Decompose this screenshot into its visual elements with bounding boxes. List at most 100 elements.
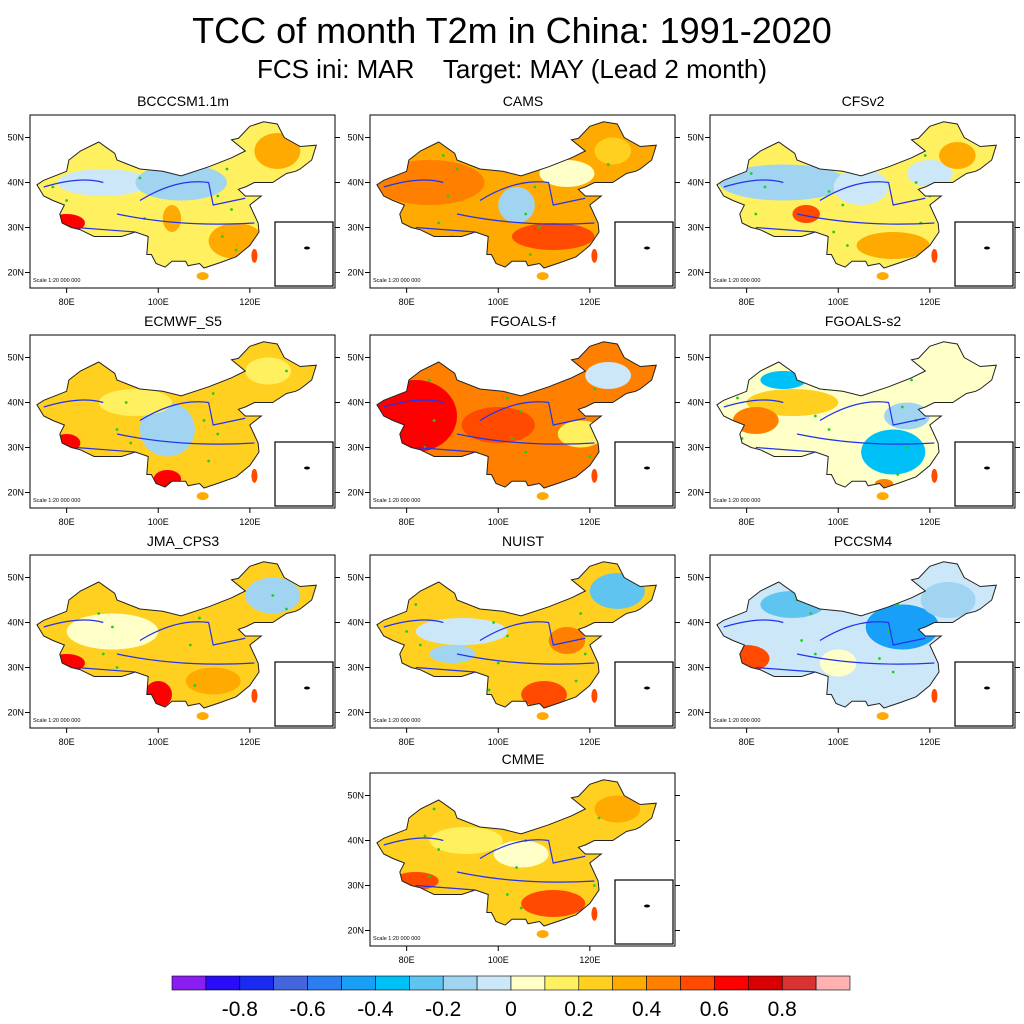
x-tick-label: 120E <box>919 737 940 747</box>
colorbar-box <box>646 975 681 991</box>
field-region <box>511 223 595 250</box>
y-tick-label: 50N <box>347 133 364 143</box>
south-china-sea-inset <box>614 221 674 287</box>
x-tick-label: 100E <box>488 297 509 307</box>
colorbar-label: -0.4 <box>357 998 394 1021</box>
south-china-sea-inset <box>614 879 674 945</box>
field-region <box>185 667 241 695</box>
significance-dot <box>115 428 119 431</box>
y-tick-label: 30N <box>347 443 364 453</box>
field-region <box>594 795 641 823</box>
x-tick-label: 120E <box>579 737 600 747</box>
map-panel: BCCCSM1.1m Scale 1:20 000 000 80E 100E 120E 5… <box>7 93 340 315</box>
panel-title: PCCSM4 <box>833 533 893 549</box>
field-region <box>429 645 476 663</box>
x-tick-label: 100E <box>488 955 509 965</box>
map-panel: FGOALS-f Scale 1:20 000 000 80E 100E 120E 50N… <box>347 313 680 535</box>
colorbar-box <box>409 975 444 991</box>
colorbar-box <box>680 975 715 991</box>
taiwan <box>251 248 258 263</box>
significance-dot <box>827 428 831 431</box>
significance-dot <box>225 167 229 171</box>
significance-dot <box>588 455 592 458</box>
colorbar-label: -0.2 <box>425 998 461 1021</box>
china-border <box>36 341 317 489</box>
china-border <box>376 779 657 927</box>
south-china-sea-inset <box>954 661 1014 727</box>
river-lines <box>43 619 255 673</box>
river-lines <box>383 399 595 453</box>
significance-dot <box>524 450 528 454</box>
y-tick-label: 40N <box>687 178 704 188</box>
scale-label: Scale 1:20 000 000 <box>713 278 760 284</box>
significance-dot <box>910 378 913 382</box>
y-tick-label: 30N <box>687 223 704 233</box>
significance-dot <box>800 639 803 642</box>
south-china-sea-inset <box>614 661 674 727</box>
significance-dot <box>533 185 537 189</box>
y-tick-label: 40N <box>347 398 364 408</box>
field-region <box>57 169 150 196</box>
x-tick-label: 80E <box>59 737 75 747</box>
south-china-sea-inset <box>274 441 334 507</box>
significance-dot <box>905 446 909 449</box>
significance-dot <box>754 212 758 216</box>
x-tick-label: 120E <box>239 517 260 527</box>
china-border <box>36 121 317 269</box>
colorbar-box <box>510 975 546 991</box>
x-tick-label: 120E <box>919 297 940 307</box>
field-region <box>920 582 976 618</box>
significance-dot <box>65 199 69 202</box>
colorbar-box <box>815 975 851 991</box>
colorbar-label: 0.8 <box>768 998 797 1021</box>
field-region <box>461 407 535 443</box>
y-tick-label: 50N <box>7 353 24 363</box>
river-lines <box>383 837 595 891</box>
south-china-sea-inset <box>954 221 1014 287</box>
colorbar-label: 0 <box>505 998 517 1021</box>
significance-dot <box>891 670 895 674</box>
x-tick-label: 80E <box>399 955 415 965</box>
colorbar-label: 0.2 <box>564 998 593 1021</box>
significance-dot <box>230 208 233 211</box>
x-tick-label: 100E <box>488 737 509 747</box>
y-tick-label: 30N <box>687 443 704 453</box>
map-svg: Scale 1:20 000 000 80E 100E 120E 50N 40N 30N 20… <box>347 114 680 307</box>
field-region <box>594 137 632 165</box>
map-panel: CMME Scale 1:20 000 000 80E 100E 120E 50N 40N 3… <box>347 751 680 973</box>
panel-title: JMA_CPS3 <box>146 533 220 549</box>
panel-title: FGOALS-f <box>490 313 556 329</box>
x-tick-label: 80E <box>739 297 755 307</box>
y-tick-label: 30N <box>347 663 364 673</box>
y-tick-label: 20N <box>347 488 364 498</box>
colorbar-box <box>171 975 207 991</box>
x-tick-label: 120E <box>579 955 600 965</box>
field-region <box>66 613 159 650</box>
hainan <box>876 712 889 721</box>
field-region <box>833 169 889 205</box>
scale-label: Scale 1:20 000 000 <box>713 718 760 724</box>
x-tick-label: 80E <box>59 517 75 527</box>
y-tick-label: 20N <box>347 926 364 936</box>
y-tick-label: 20N <box>7 268 24 278</box>
hainan <box>536 930 549 939</box>
y-tick-label: 40N <box>347 618 364 628</box>
significance-dot <box>193 684 197 687</box>
y-tick-label: 50N <box>687 353 704 363</box>
map-svg: Scale 1:20 000 000 80E 100E 120E 50N 40N 30N 20… <box>687 114 1020 307</box>
significance-dot <box>496 661 500 665</box>
map-svg: Scale 1:20 000 000 80E 100E 120E 50N 40N 30N 20… <box>7 554 340 747</box>
colorbar-box <box>205 975 241 991</box>
colorbar-box <box>714 975 749 991</box>
map-svg: Scale 1:20 000 000 80E 100E 120E 50N 40N 30N 20… <box>687 554 1020 747</box>
y-tick-label: 30N <box>7 223 24 233</box>
x-tick-label: 120E <box>239 297 260 307</box>
significance-dot <box>437 221 441 225</box>
significance-dot <box>428 875 431 878</box>
colorbar-box <box>307 975 342 991</box>
field-region <box>521 681 567 708</box>
y-tick-label: 50N <box>347 791 364 801</box>
significance-dot <box>832 230 836 234</box>
significance-dot <box>405 630 409 633</box>
y-tick-label: 20N <box>7 708 24 718</box>
